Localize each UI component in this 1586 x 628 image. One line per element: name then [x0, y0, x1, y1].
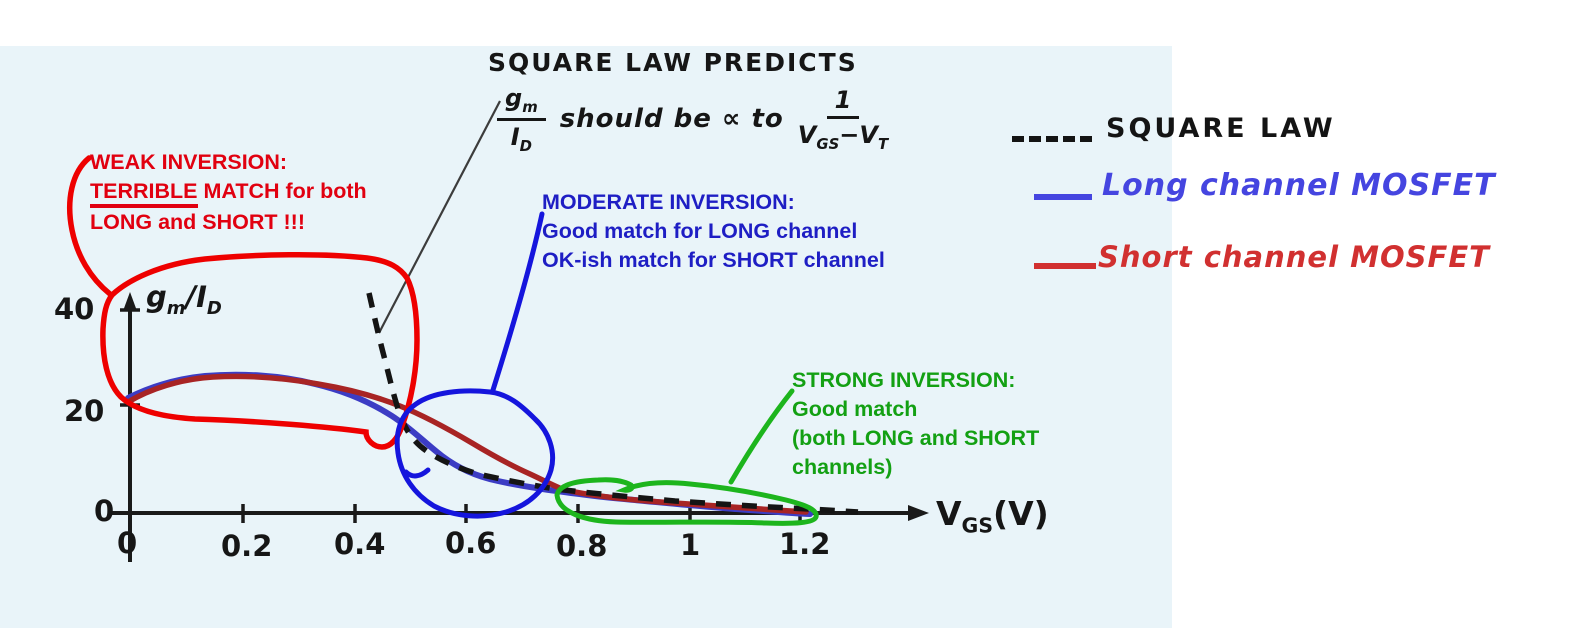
x-axis-label: VGS(V) — [936, 494, 1049, 538]
x-tick-1: 1 — [680, 528, 701, 562]
legend-long-channel-label: Long channel MOSFET — [1102, 168, 1496, 203]
strong-inversion-line4: channels) — [792, 455, 893, 479]
x-tick-0-8: 0.8 — [556, 529, 608, 563]
gm-over-id-fraction: gm ID — [497, 84, 546, 155]
moderate-inversion-line3: OK-ish match for SHORT channel — [542, 248, 885, 272]
legend-square-law-label: SQUARE LAW — [1106, 113, 1336, 144]
short-channel-curve — [125, 373, 809, 515]
moderate-inversion-title: MODERATE INVERSION: — [542, 190, 795, 214]
square-law-curve — [366, 292, 859, 515]
square-law-note-connector-line — [378, 100, 501, 334]
x-axis-arrowhead — [908, 505, 929, 521]
one-over-vgs-vt-fraction: 1 VGS−VT — [797, 85, 889, 153]
strong-inversion-note: STRONG INVERSION: Good match (both LONG … — [792, 366, 1039, 482]
light-blue-panel — [0, 46, 1172, 628]
x-tick-0-2: 0.2 — [221, 529, 273, 563]
weak-inversion-title: WEAK INVERSION: — [90, 150, 288, 174]
y-tick-20: 20 — [64, 394, 105, 428]
y-tick-0: 0 — [94, 494, 115, 528]
legend-short-channel-marker — [1034, 263, 1096, 269]
strong-inversion-line3: (both LONG and SHORT — [792, 426, 1040, 450]
y-axis-label: gm/ID — [146, 280, 222, 319]
strong-inversion-title: STRONG INVERSION: — [792, 368, 1016, 392]
weak-inversion-line2: TERRIBLE MATCH for both — [90, 177, 367, 208]
strong-inversion-loop — [554, 388, 819, 526]
legend-long-channel-marker — [1034, 194, 1092, 200]
moderate-inversion-line2: Good match for LONG channel — [542, 219, 858, 243]
y-tick-40: 40 — [54, 292, 95, 326]
x-tick-1-2: 1.2 — [779, 527, 831, 561]
y-axis-arrowhead — [123, 292, 137, 311]
weak-inversion-note: WEAK INVERSION: TERRIBLE MATCH for both … — [90, 148, 367, 237]
square-law-note-line1: SQUARE LAW PREDICTS — [488, 48, 858, 77]
square-law-note-line2: gm ID should be ∝ to 1 VGS−VT — [497, 84, 888, 155]
x-tick-0-4: 0.4 — [334, 527, 386, 561]
legend-short-channel-label: Short channel MOSFET — [1098, 240, 1490, 274]
x-tick-0-6: 0.6 — [445, 526, 497, 560]
moderate-inversion-note: MODERATE INVERSION: Good match for LONG … — [542, 188, 885, 275]
x-tick-0: 0 — [117, 526, 138, 560]
legend-square-law-marker — [1012, 136, 1092, 142]
strong-inversion-line2: Good match — [792, 397, 918, 421]
moderate-inversion-loop — [394, 211, 556, 519]
weak-inversion-line3: LONG and SHORT !!! — [90, 210, 305, 234]
note-middle-text: should be ∝ to — [559, 104, 784, 135]
